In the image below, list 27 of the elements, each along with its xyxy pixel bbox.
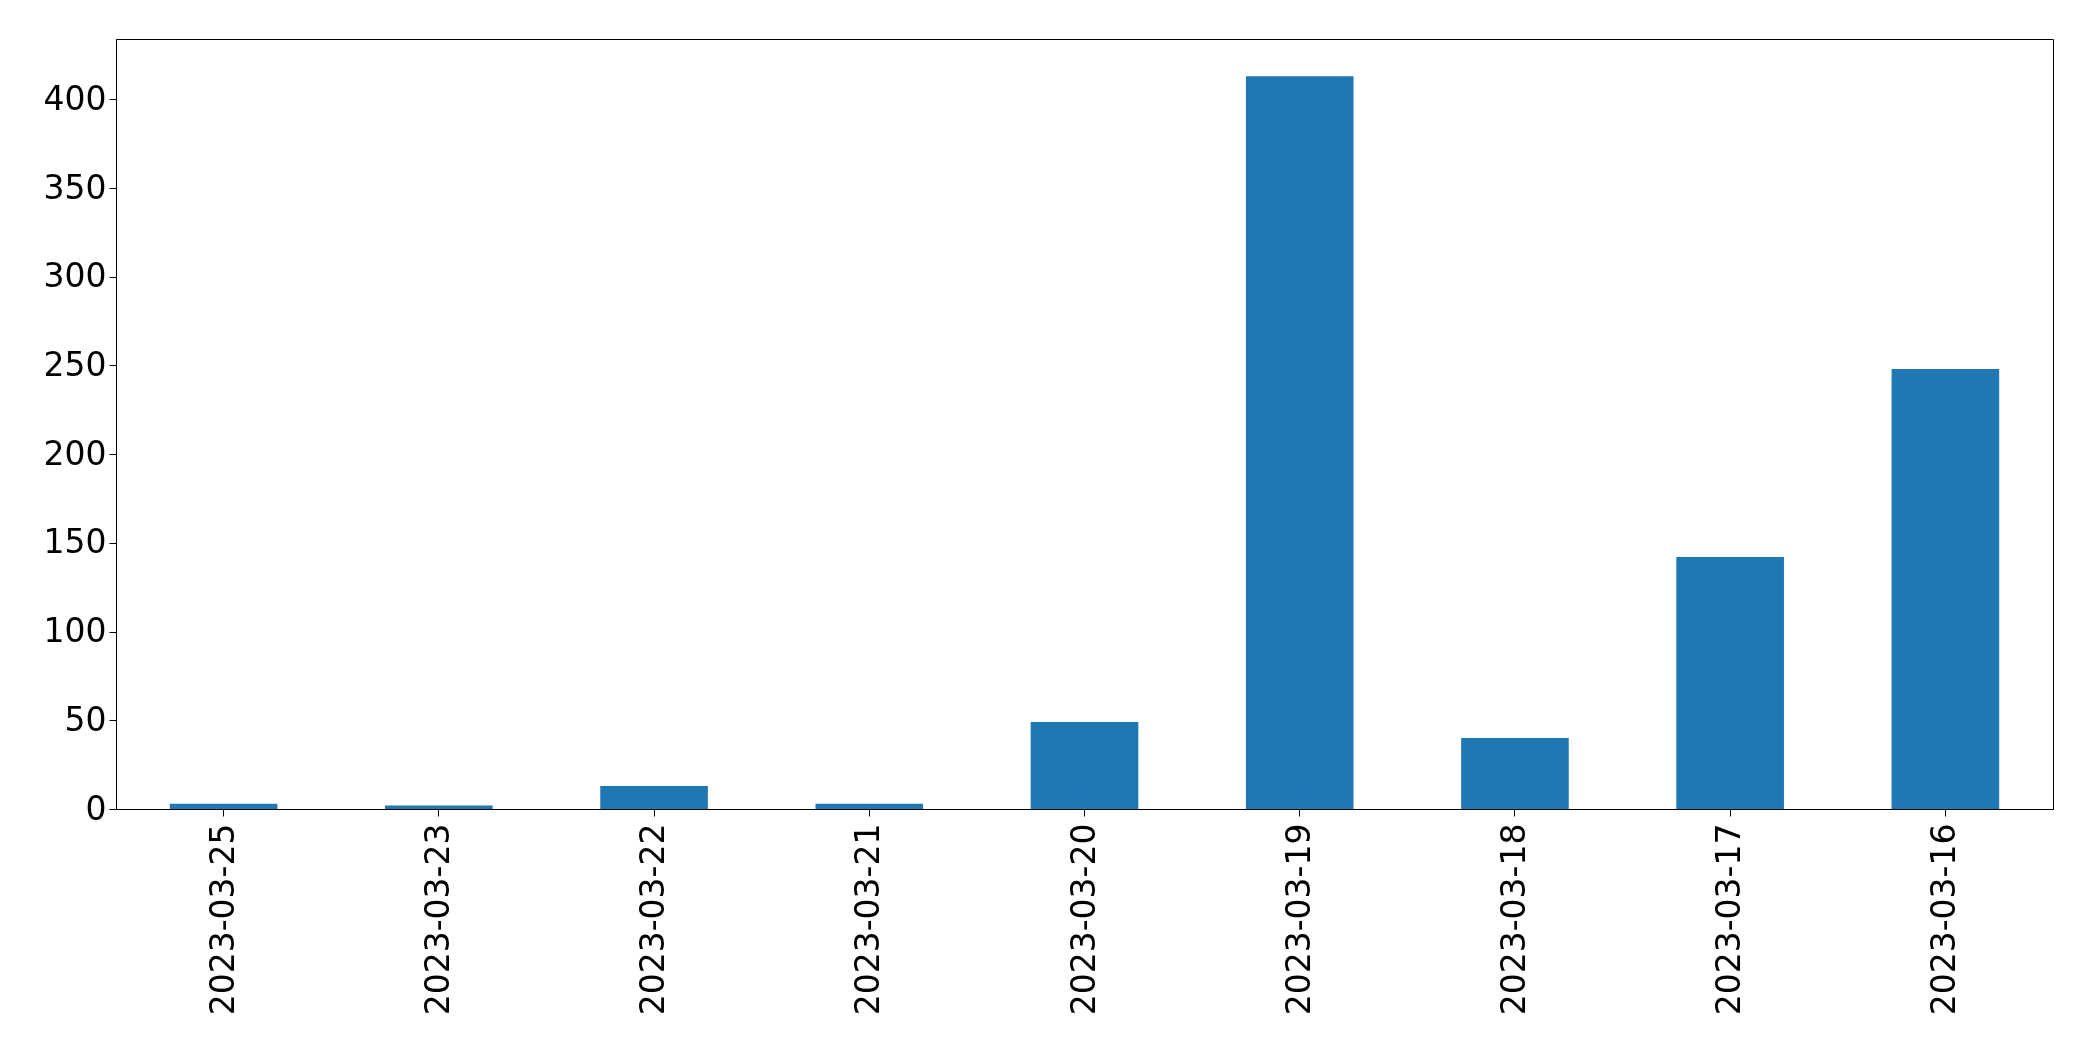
y-tick-label: 50 (64, 699, 107, 739)
x-tick-label: 2023-03-19 (1278, 823, 1318, 1016)
y-tick-label: 250 (43, 344, 107, 384)
bar (1676, 557, 1784, 809)
y-tick-label: 300 (43, 256, 107, 296)
bar (169, 803, 278, 809)
x-tick-label: 2023-03-16 (1924, 823, 1964, 1016)
x-tick-label: 2023-03-25 (202, 823, 242, 1016)
x-tick-label: 2023-03-23 (417, 823, 457, 1016)
bar (1891, 369, 2000, 809)
x-tick-label: 2023-03-21 (848, 823, 888, 1016)
y-tick-label: 350 (43, 167, 107, 207)
bar (600, 785, 708, 809)
bar (1461, 738, 1569, 809)
y-tick-label: 0 (85, 788, 107, 828)
x-tick-label: 2023-03-22 (633, 823, 673, 1016)
x-tick-label: 2023-03-20 (1063, 823, 1103, 1016)
x-tick-label: 2023-03-17 (1709, 823, 1749, 1016)
bar (1245, 76, 1354, 809)
y-tick-label: 150 (43, 522, 107, 562)
bar (815, 803, 924, 809)
bar (385, 805, 493, 809)
bar (1030, 722, 1139, 809)
y-tick-label: 100 (43, 611, 107, 651)
x-tick-label: 2023-03-18 (1493, 823, 1533, 1016)
y-tick-label: 200 (43, 433, 107, 473)
y-tick-label: 400 (43, 78, 107, 118)
